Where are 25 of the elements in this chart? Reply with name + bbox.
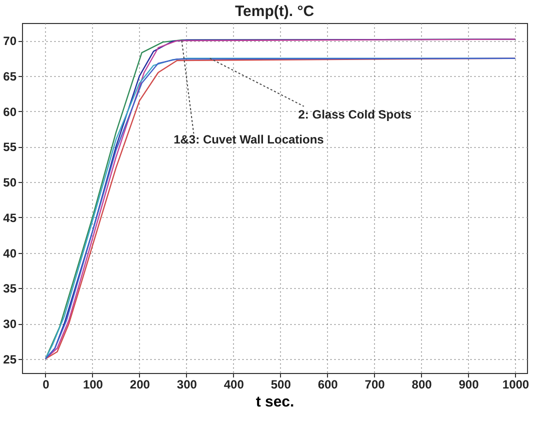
y-tick-label: 40 xyxy=(3,246,17,260)
x-tick-label: 400 xyxy=(224,378,244,392)
x-axis-title: t sec. xyxy=(256,394,294,410)
x-tick-label: 600 xyxy=(318,378,338,392)
y-tick-label: 65 xyxy=(3,70,17,84)
y-tick-label: 70 xyxy=(3,34,17,48)
annotation: 2: Glass Cold Spots xyxy=(298,107,412,122)
x-tick-label: 800 xyxy=(412,378,432,392)
y-tick-label: 55 xyxy=(3,140,17,154)
y-tick-label: 50 xyxy=(3,176,17,190)
annotation: 1&3: Cuvet Wall Locations xyxy=(174,132,324,147)
x-tick-label: 0 xyxy=(42,378,50,392)
x-tick-label: 200 xyxy=(130,378,150,392)
x-tick-label: 900 xyxy=(458,378,480,392)
chart-title: Temp(t). °C xyxy=(234,3,314,20)
x-tick-label: 1000 xyxy=(502,378,530,392)
y-tick-label: 45 xyxy=(3,210,17,225)
x-tick-label: 300 xyxy=(176,378,198,392)
y-tick-label: 25 xyxy=(3,352,17,366)
y-tick-label: 60 xyxy=(3,104,17,119)
y-tick-label: 30 xyxy=(3,317,17,332)
x-tick-label: 700 xyxy=(364,378,386,392)
x-tick-label: 100 xyxy=(82,378,104,392)
x-tick-label: 500 xyxy=(270,378,292,392)
y-tick-label: 35 xyxy=(3,282,17,296)
